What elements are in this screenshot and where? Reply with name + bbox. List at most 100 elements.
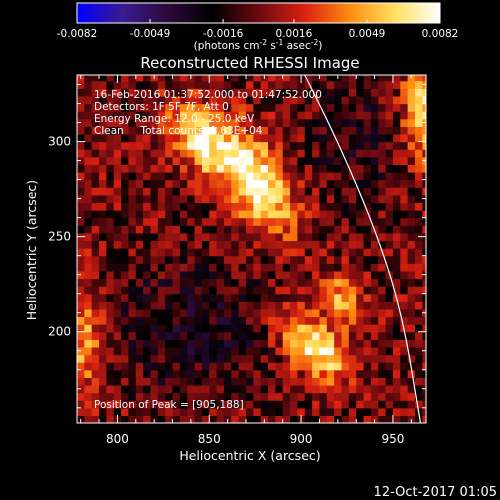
heatmap-pixel <box>334 377 343 386</box>
heatmap-pixel <box>157 255 166 264</box>
heatmap-pixel <box>348 301 357 310</box>
heatmap-pixel <box>282 293 291 302</box>
heatmap-pixel <box>392 263 401 272</box>
heatmap-pixel <box>430 347 438 355</box>
heatmap-pixel <box>77 301 78 310</box>
heatmap-pixel <box>194 270 203 280</box>
heatmap-pixel <box>348 80 357 89</box>
heatmap-pixel <box>77 103 78 112</box>
heatmap-pixel <box>143 202 152 211</box>
heatmap-pixel <box>245 286 254 295</box>
heatmap-pixel <box>157 293 166 302</box>
heatmap-pixel <box>370 187 379 196</box>
heatmap-pixel <box>385 339 394 348</box>
heatmap-pixel <box>297 232 306 242</box>
heatmap-pixel <box>385 362 394 371</box>
heatmap-pixel <box>268 210 276 219</box>
heatmap-pixel <box>223 126 232 135</box>
heatmap-pixel <box>363 286 372 295</box>
heatmap-pixel <box>326 316 335 325</box>
heatmap-pixel <box>363 232 372 242</box>
heatmap-pixel <box>121 362 130 371</box>
heatmap-pixel <box>319 423 327 431</box>
heatmap-pixel <box>422 95 426 105</box>
heatmap-pixel <box>370 232 379 242</box>
heatmap-pixel <box>231 286 240 295</box>
heatmap-pixel <box>414 141 423 150</box>
colorbar-tick-label: 0.0082 <box>422 28 459 40</box>
heatmap-pixel <box>297 392 306 401</box>
heatmap-pixel <box>348 369 357 378</box>
heatmap-pixel <box>407 400 416 409</box>
heatmap-pixel <box>143 111 152 120</box>
heatmap-pixel <box>378 384 387 394</box>
heatmap-pixel <box>304 270 313 280</box>
heatmap-pixel <box>430 96 438 104</box>
heatmap-pixel <box>312 316 321 325</box>
heatmap-pixel <box>106 331 115 340</box>
heatmap-pixel <box>121 232 130 242</box>
heatmap-pixel <box>304 156 313 165</box>
heatmap-pixel <box>356 369 365 378</box>
heatmap-pixel <box>77 210 78 219</box>
heatmap-pixel <box>216 240 225 249</box>
heatmap-pixel <box>414 369 423 378</box>
heatmap-pixel <box>106 179 115 188</box>
heatmap-pixel <box>356 75 365 82</box>
heatmap-pixel <box>268 346 276 356</box>
heatmap-pixel <box>378 225 387 234</box>
heatmap-pixel <box>348 225 357 234</box>
heatmap-pixel <box>356 346 365 356</box>
annotation-block: 16-Feb-2016 01:37:52.000 to 01:47:52.000… <box>94 89 322 137</box>
heatmap-pixel <box>209 156 218 165</box>
heatmap-pixel <box>187 278 196 287</box>
heatmap-pixel <box>179 248 188 257</box>
heatmap-pixel <box>268 202 276 211</box>
heatmap-pixel <box>106 384 115 394</box>
heatmap-pixel <box>275 202 284 211</box>
heatmap-pixel <box>407 377 416 386</box>
heatmap-pixel <box>319 232 328 242</box>
heatmap-pixel <box>113 126 122 135</box>
heatmap-pixel <box>106 354 115 363</box>
heatmap-pixel <box>172 339 181 348</box>
heatmap-pixel <box>165 210 174 219</box>
heatmap-pixel <box>231 384 240 394</box>
heatmap-pixel <box>348 407 357 416</box>
heatmap-pixel <box>297 346 306 356</box>
heatmap-pixel <box>356 407 365 416</box>
heatmap-pixel <box>231 324 240 333</box>
heatmap-pixel <box>150 331 159 340</box>
heatmap-pixel <box>209 248 218 257</box>
heatmap-pixel <box>297 164 306 173</box>
heatmap-pixel <box>99 286 107 295</box>
heatmap-pixel <box>341 103 350 112</box>
heatmap-pixel <box>260 217 269 226</box>
heatmap-pixel <box>312 270 321 280</box>
heatmap-pixel <box>282 346 291 356</box>
heatmap-pixel <box>268 339 276 348</box>
heatmap-pixel <box>187 354 196 363</box>
heatmap-pixel <box>290 149 299 158</box>
heatmap-pixel <box>341 316 350 325</box>
heatmap-pixel <box>392 133 401 143</box>
heatmap-pixel <box>400 217 409 226</box>
heatmap-pixel <box>260 187 269 196</box>
heatmap-pixel <box>99 346 107 356</box>
heatmap-pixel <box>297 171 306 181</box>
heatmap-pixel <box>356 133 365 143</box>
heatmap-pixel <box>238 324 247 333</box>
heatmap-pixel <box>77 346 78 356</box>
heatmap-pixel <box>400 392 409 401</box>
heatmap-pixel <box>378 111 387 120</box>
heatmap-pixel <box>106 65 114 73</box>
heatmap-pixel <box>135 171 144 181</box>
heatmap-pixel <box>238 293 247 302</box>
heatmap-pixel <box>341 210 350 219</box>
heatmap-pixel <box>275 293 284 302</box>
heatmap-pixel <box>348 156 357 165</box>
heatmap-pixel <box>238 88 247 97</box>
heatmap-pixel <box>84 225 93 234</box>
heatmap-pixel <box>326 369 335 378</box>
heatmap-pixel <box>407 278 416 287</box>
